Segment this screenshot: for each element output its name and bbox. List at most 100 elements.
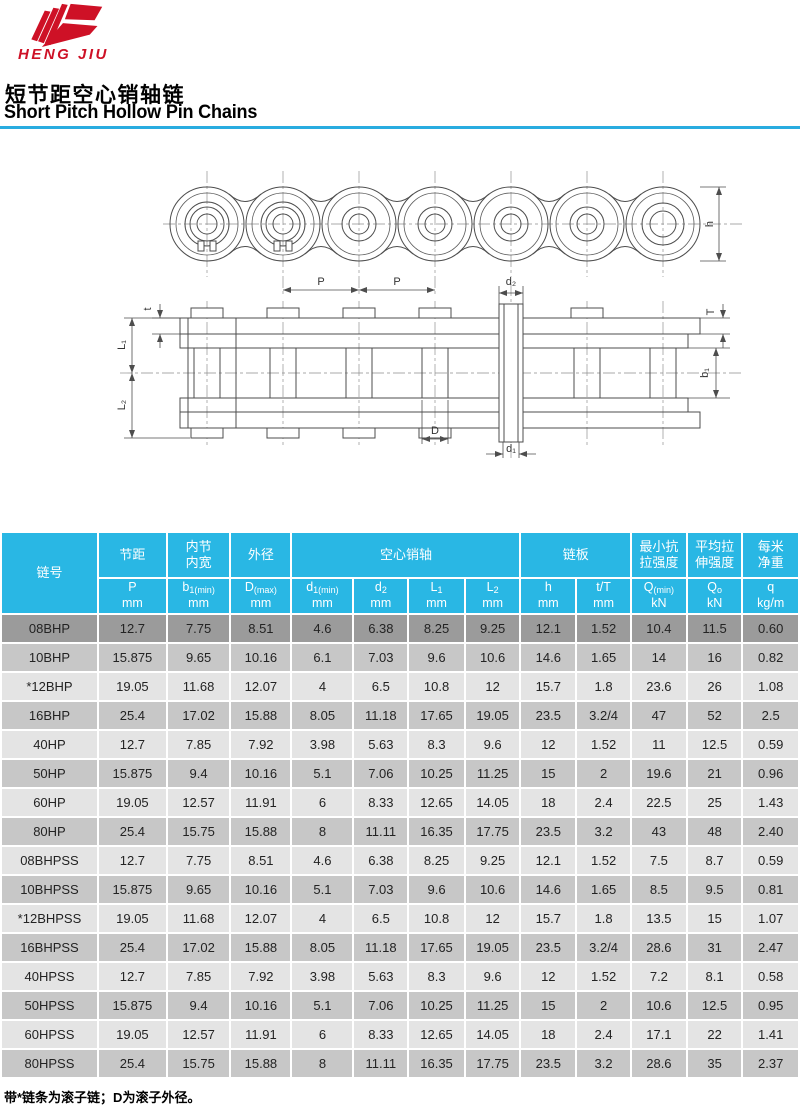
value-cell: 19.05 [465,702,520,729]
value-cell: 4 [292,673,353,700]
value-cell: 15.88 [231,934,291,961]
spec-table: 链号 节距 内节 内宽 外径 空心销轴 链板 最小抗 拉强度 平均拉 伸强度 每… [0,531,800,1079]
value-cell: 11.68 [167,673,230,700]
value-cell: 9.6 [409,876,464,903]
value-cell: 15.88 [231,818,291,845]
value-cell: 43 [632,818,686,845]
value-cell: 7.92 [231,731,291,758]
value-cell: 15.75 [167,818,230,845]
value-cell: 15.875 [98,760,166,787]
value-cell: 22 [687,1021,742,1048]
value-cell: 7.06 [354,760,408,787]
value-cell: 16.35 [409,1050,464,1077]
value-cell: 9.6 [409,644,464,671]
subheader-L1: L1 mm [409,579,464,613]
value-cell: 3.2/4 [577,702,631,729]
value-cell: 9.25 [465,615,520,642]
value-cell: 1.52 [577,731,631,758]
chain-no-cell: 40HPSS [2,963,97,990]
brand-name: HENG JIU [18,46,109,63]
subheader-h: h mm [521,579,576,613]
value-cell: 23.5 [521,934,576,961]
chain-no-cell: 16BHPSS [2,934,97,961]
value-cell: 4.6 [292,847,353,874]
table-row: *12BHP 19.05 11.68 12.07 4 6.5 10.8 12 15.7 1.8 23… [2,673,798,700]
value-cell: 7.85 [167,963,230,990]
value-cell: 23.5 [521,818,576,845]
value-cell: 11.68 [167,905,230,932]
value-cell: 5.1 [292,876,353,903]
chain-no-cell: 60HPSS [2,1021,97,1048]
table-row: 80HPSS 25.4 15.75 15.88 8 11.11 16.35 17.75 23.5… [2,1050,798,1077]
dim-label-b1: b₁ [699,368,711,378]
value-cell: 15 [521,992,576,1019]
value-cell: 25.4 [98,702,166,729]
value-cell: 12 [465,673,520,700]
value-cell: 6.38 [354,615,408,642]
value-cell: 12.5 [687,731,742,758]
value-cell: 12 [465,905,520,932]
page-title-en: Short Pitch Hollow Pin Chains [4,102,258,123]
value-cell: 16.35 [409,818,464,845]
value-cell: 15.875 [98,992,166,1019]
value-cell: 15.7 [521,673,576,700]
value-cell: 10.6 [632,992,686,1019]
value-cell: 11.91 [231,1021,291,1048]
value-cell: 14.6 [521,644,576,671]
value-cell: 25.4 [98,934,166,961]
chain-no-cell: 16BHP [2,702,97,729]
footnote: 带*链条为滚子链；D为滚子外径。 [4,1090,201,1105]
value-cell: 8.51 [231,615,291,642]
table-row: 08BHP 12.7 7.75 8.51 4.6 6.38 8.25 9.25 12.1 1.52… [2,615,798,642]
value-cell: 12.5 [687,992,742,1019]
page-title-zh: 短节距空心销轴链 [5,84,185,107]
chain-no-cell: *12BHP [2,673,97,700]
subheader-b1: b1(min) mm [167,579,230,613]
value-cell: 1.43 [743,789,798,816]
value-cell: 22.5 [632,789,686,816]
header-avg-tensile: 平均拉 伸强度 [687,533,742,577]
value-cell: 11.25 [465,992,520,1019]
value-cell: 18 [521,1021,576,1048]
value-cell: 15.875 [98,644,166,671]
value-cell: 19.6 [632,760,686,787]
dim-label-d1: d₁ [506,443,516,455]
dim-label-l2: L₂ [116,400,128,410]
title-divider [0,126,800,129]
value-cell: 1.52 [577,615,631,642]
table-row: 40HPSS 12.7 7.85 7.92 3.98 5.63 8.3 9.6 12 1.52 7.… [2,963,798,990]
value-cell: 8.25 [409,847,464,874]
value-cell: 5.63 [354,731,408,758]
value-cell: 12.07 [231,905,291,932]
chain-no-cell: 80HPSS [2,1050,97,1077]
subheader-d1: d1(min) mm [292,579,353,613]
value-cell: 12.57 [167,789,230,816]
value-cell: 7.92 [231,963,291,990]
table-row: 60HPSS 19.05 12.57 11.91 6 8.33 12.65 14.05 18 2.… [2,1021,798,1048]
value-cell: 7.5 [632,847,686,874]
value-cell: 15.875 [98,876,166,903]
table-row: 60HP 19.05 12.57 11.91 6 8.33 12.65 14.05 18 2.4 2… [2,789,798,816]
value-cell: 17.02 [167,702,230,729]
value-cell: 2.5 [743,702,798,729]
value-cell: 15 [687,905,742,932]
value-cell: 13.5 [632,905,686,932]
value-cell: 0.58 [743,963,798,990]
value-cell: 52 [687,702,742,729]
value-cell: 1.52 [577,847,631,874]
value-cell: 3.98 [292,731,353,758]
value-cell: 8.51 [231,847,291,874]
value-cell: 8.1 [687,963,742,990]
value-cell: 23.5 [521,702,576,729]
value-cell: 1.8 [577,905,631,932]
header-link-plate: 链板 [521,533,631,577]
dim-label-T: T [705,308,717,315]
value-cell: 10.16 [231,992,291,1019]
value-cell: 28.6 [632,934,686,961]
table-row: 16BHPSS 25.4 17.02 15.88 8.05 11.18 17.65 19.05… [2,934,798,961]
value-cell: 12.65 [409,1021,464,1048]
value-cell: 4.6 [292,615,353,642]
value-cell: 19.05 [465,934,520,961]
value-cell: 7.03 [354,644,408,671]
value-cell: 7.06 [354,992,408,1019]
